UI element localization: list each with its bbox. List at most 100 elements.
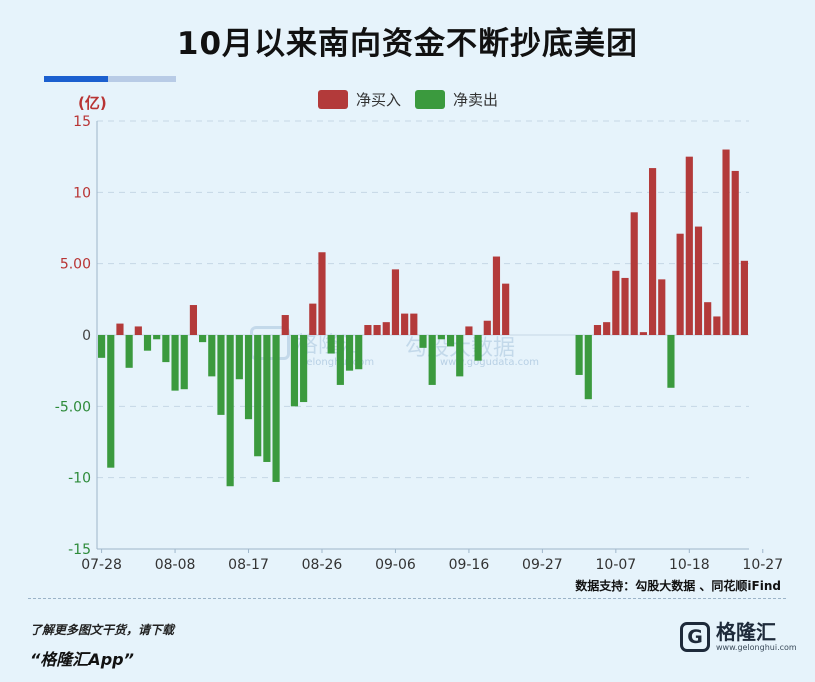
bar-net-sell [153,335,161,340]
bar-net-buy [740,260,748,335]
bar-net-buy [465,326,473,335]
x-tick-label: 09-06 [375,557,416,573]
bar-net-buy [502,283,510,335]
bar-net-buy [116,323,124,335]
x-tick-label: 09-16 [449,557,490,573]
bar-net-sell [336,335,344,385]
bar-net-sell [667,335,675,388]
watermark-url-right: www.gogudata.com [440,357,540,368]
bar-net-sell [419,335,427,348]
y-tick-label: -5.00 [55,399,91,415]
legend-swatch-sell [415,90,446,109]
bar-net-sell [217,335,225,415]
legend-item-buy[interactable]: 净买入 [318,89,401,110]
bar-net-buy [731,170,739,335]
bar-net-sell [143,335,152,351]
bar-net-buy [630,212,638,335]
bar-net-buy [648,168,657,335]
bar-net-sell [446,335,455,347]
bar-net-sell [584,335,592,400]
bar-net-buy [364,325,372,335]
x-tick-label: 08-26 [302,557,343,573]
bar-net-buy [603,322,611,335]
bar-net-buy [189,305,198,335]
legend-item-sell[interactable]: 净卖出 [415,89,498,110]
bar-net-buy [483,320,491,335]
chart-title: 10月以来南向资金不断抄底美团 [176,26,639,62]
bar-net-sell [300,335,308,403]
bar-net-buy [492,256,501,335]
bar-net-sell [226,335,234,487]
x-tick-label: 10-27 [742,557,783,573]
bar-net-buy [621,277,629,335]
data-source: 数据支持：勾股大数据 、同花顺iFind [575,579,781,593]
bar-net-buy [676,233,684,335]
bar-net-buy [373,325,381,335]
brand-logo: G 格隆汇 www.gelonghui.com [680,621,797,652]
footer-divider [28,598,786,599]
bar-net-buy [685,156,693,335]
bar-net-sell [199,335,207,343]
legend-swatch-buy [318,90,348,109]
x-tick-label: 08-08 [155,557,196,573]
y-tick-label: -10 [68,471,91,487]
bar-net-buy [639,332,647,335]
bar-net-sell [107,335,115,468]
bar-net-sell [254,335,262,457]
y-tick-label: 10 [73,185,91,201]
bar-net-sell [180,335,188,390]
bar-net-buy [309,303,317,335]
bar-net-buy [593,325,602,335]
legend-label-sell: 净卖出 [453,91,499,109]
promo-app-name[interactable]: “格隆汇App” [30,650,134,669]
bar-net-sell [272,335,280,482]
bar-net-sell [98,335,106,358]
bar-net-buy [281,315,289,335]
brand-g-icon: G [680,621,710,652]
legend-label-buy: 净买入 [356,91,402,109]
bar-net-buy [134,326,142,335]
bar-net-buy [391,269,400,335]
bar-net-sell [437,335,445,340]
bar-net-buy [713,316,721,335]
bar-net-buy [318,252,326,335]
y-tick-label: 15 [73,114,91,130]
x-tick-label: 10-18 [669,557,710,573]
bar-net-sell [162,335,170,363]
bar-net-sell [327,335,335,354]
bar-net-buy [612,270,620,335]
bar-net-buy [722,149,730,335]
bar-net-sell [575,335,583,375]
y-tick-label: -15 [68,542,91,558]
bar-net-sell [263,335,271,462]
bar-net-buy [704,302,712,335]
title-accent-bar-light [108,76,176,82]
y-tick-label: 5.00 [60,257,91,273]
bar-net-sell [235,335,243,380]
bar-net-sell [345,335,354,371]
bar-net-sell [474,335,482,361]
bar-net-buy [382,322,390,335]
x-tick-label: 10-07 [596,557,637,573]
bar-net-sell [355,335,363,370]
bar-net-buy [401,313,409,335]
title-accent-bar [44,76,108,82]
brand-name: 格隆汇 [716,620,776,644]
y-axis-unit: (亿) [78,94,107,112]
x-tick-label: 09-27 [522,557,563,573]
bar-net-sell [290,335,299,407]
legend: 净买入 净卖出 [318,89,512,110]
bar-net-buy [694,226,703,335]
promo-line: 了解更多图文干货，请下载 [30,623,175,637]
bar-net-buy [410,313,418,335]
bar-net-buy [658,279,666,335]
x-tick-label: 07-28 [81,557,122,573]
bar-net-sell [208,335,216,377]
bar-net-sell [244,335,253,420]
bar-net-sell [125,335,133,368]
bar-net-sell [428,335,436,385]
y-tick-label: 0 [82,328,91,344]
x-tick-label: 08-17 [228,557,269,573]
bar-net-sell [171,335,179,391]
